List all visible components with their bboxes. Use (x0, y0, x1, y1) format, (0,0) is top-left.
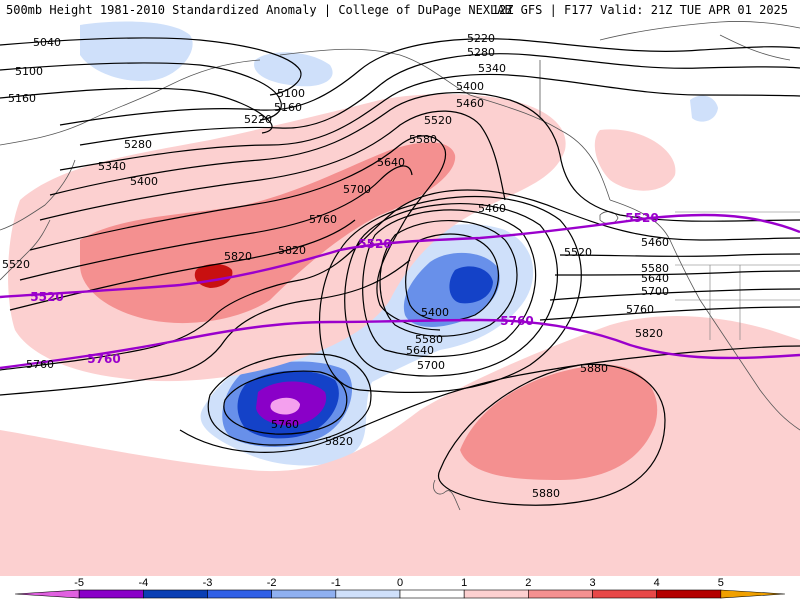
contour-label: 5520 (564, 246, 592, 259)
contour-label: 5760 (626, 303, 654, 316)
colorbar-swatch (463, 589, 529, 599)
contour-label: 5160 (274, 101, 302, 114)
contour-label: 5580 (415, 333, 443, 346)
contour-label: 5640 (377, 156, 405, 169)
borders (675, 211, 800, 340)
colorbar-ticks: -5 -4 -3 -2 -1 0 1 2 3 4 5 (74, 577, 724, 589)
contour-label: 5400 (421, 306, 449, 319)
pos-anomaly-1-east (594, 129, 676, 191)
neg-anomaly-3-upper (449, 266, 493, 304)
contour-label: 5640 (406, 344, 434, 357)
anomaly-map: 5040 5100 5100 5160 5160 5220 5220 5280 … (0, 20, 800, 576)
colorbar-svg: -5 -4 -3 -2 -1 0 1 2 3 4 5 (14, 577, 786, 599)
contour-label: 5460 (641, 236, 669, 249)
colorbar-tick-label: 3 (589, 577, 595, 589)
contour-label: 5700 (641, 285, 669, 298)
map-title: 500mb Height 1981-2010 Standardized Anom… (6, 3, 512, 17)
contour-label: 5820 (278, 244, 306, 257)
contour-label: 5580 (641, 262, 669, 275)
contour-label: 5100 (15, 65, 43, 78)
climo-label: 5520 (625, 211, 658, 225)
climo-5520-line (0, 213, 800, 299)
contour-label: 5520 (2, 258, 30, 271)
climo-label: 5760 (87, 352, 120, 366)
colorbar-swatch (656, 589, 722, 599)
colorbar-swatch (399, 589, 465, 599)
contour-label: 5460 (478, 202, 506, 215)
contour-label: 5460 (456, 97, 484, 110)
colorbar: -5 -4 -3 -2 -1 0 1 2 3 4 5 (0, 576, 800, 600)
contour-label: 5760 (309, 213, 337, 226)
colorbar-tick-label: -4 (138, 577, 148, 589)
neg-anomaly-1-bc (690, 95, 718, 122)
colorbar-boxes (14, 589, 786, 599)
neg-anomaly-5 (270, 397, 300, 415)
colorbar-swatch (14, 589, 80, 599)
colorbar-swatch (720, 589, 786, 599)
anomaly-shading (0, 21, 800, 576)
colorbar-swatch (335, 589, 401, 599)
header: 500mb Height 1981-2010 Standardized Anom… (0, 0, 800, 20)
pos-anomaly-2-ridge (80, 142, 456, 324)
contour-label: 5760 (271, 418, 299, 431)
colorbar-swatch (78, 589, 144, 599)
colorbar-swatch (592, 589, 657, 599)
contour-label: 5400 (130, 175, 158, 188)
contour-label: 5820 (325, 435, 353, 448)
neg-anomaly-1-nw (80, 21, 193, 81)
contour-label: 5520 (424, 114, 452, 127)
colorbar-tick-label: -3 (203, 577, 213, 589)
contour-label: 5700 (417, 359, 445, 372)
contour-label: 5400 (456, 80, 484, 93)
climo-5760-line (0, 318, 800, 370)
climo-label: 5520 (30, 290, 63, 304)
contour-label: 5640 (641, 272, 669, 285)
contour-label: 5880 (580, 362, 608, 375)
contour-label: 5820 (635, 327, 663, 340)
contour-labels: 5040 5100 5100 5160 5160 5220 5220 5280 … (2, 32, 669, 500)
colorbar-tick-label: -2 (267, 577, 277, 589)
contour-label: 5820 (224, 250, 252, 263)
contour-label: 5280 (467, 46, 495, 59)
neg-anomaly-1-gulf (254, 52, 333, 87)
colorbar-tick-label: 2 (525, 577, 531, 589)
colorbar-tick-label: 5 (718, 577, 724, 589)
colorbar-tick-label: 0 (397, 577, 403, 589)
contour-label: 5100 (277, 87, 305, 100)
contour-label: 5700 (343, 183, 371, 196)
climo-label: 5760 (500, 314, 533, 328)
colorbar-swatch (271, 589, 337, 599)
contour-label: 5040 (33, 36, 61, 49)
contour-label: 5340 (478, 62, 506, 75)
colorbar-tick-label: 4 (654, 577, 660, 589)
contour-label: 5280 (124, 138, 152, 151)
pos-anomaly-2-east (460, 364, 658, 480)
contour-label: 5880 (532, 487, 560, 500)
colorbar-tick-label: -5 (74, 577, 84, 589)
coastlines (0, 21, 800, 511)
contour-label: 5340 (98, 160, 126, 173)
colorbar-swatch (207, 589, 272, 599)
model-run-info: 12Z GFS | F177 Valid: 21Z TUE APR 01 202… (491, 3, 788, 17)
climatology-contours (0, 213, 800, 370)
climatology-labels: 5520 5520 5520 5760 5760 (30, 211, 658, 366)
contour-label: 5160 (8, 92, 36, 105)
height-contours (0, 37, 800, 506)
colorbar-swatch (143, 589, 208, 599)
contour-label: 5220 (244, 113, 272, 126)
colorbar-tick-label: -1 (331, 577, 341, 589)
colorbar-tick-label: 1 (461, 577, 467, 589)
contour-label: 5580 (409, 133, 437, 146)
contour-label: 5220 (467, 32, 495, 45)
contour-label: 5760 (26, 358, 54, 371)
climo-label: 5520 (358, 237, 391, 251)
colorbar-swatch (528, 589, 593, 599)
